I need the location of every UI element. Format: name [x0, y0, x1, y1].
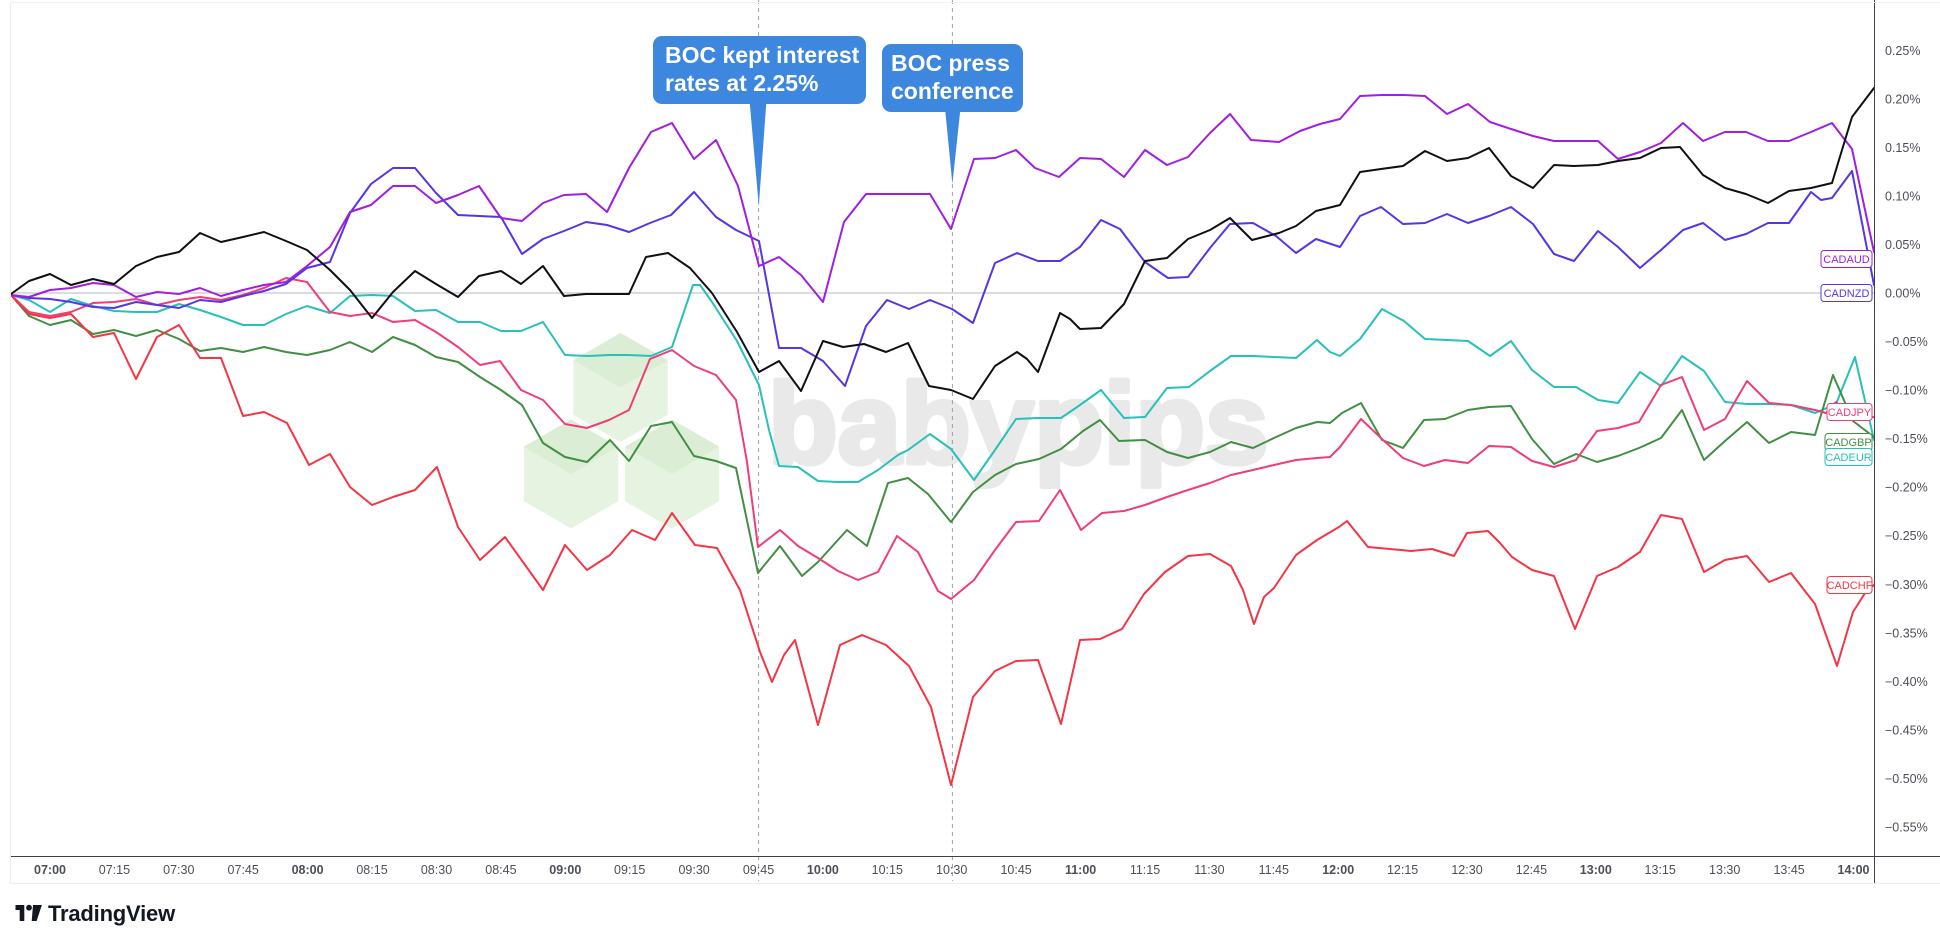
svg-text:conference: conference: [891, 78, 1014, 104]
svg-text:11:15: 11:15: [1130, 863, 1160, 877]
svg-text:CADNZD: CADNZD: [1824, 288, 1870, 300]
svg-text:−0.10%: −0.10%: [1885, 384, 1928, 398]
svg-text:08:45: 08:45: [485, 863, 516, 877]
svg-text:10:15: 10:15: [872, 863, 903, 877]
svg-text:0.00%: 0.00%: [1885, 287, 1920, 301]
svg-text:−0.50%: −0.50%: [1885, 772, 1928, 786]
svg-text:12:15: 12:15: [1387, 863, 1418, 877]
svg-text:10:00: 10:00: [807, 863, 839, 877]
svg-text:−0.55%: −0.55%: [1885, 821, 1928, 835]
svg-text:CADCHF: CADCHF: [1827, 580, 1873, 592]
svg-text:09:30: 09:30: [678, 863, 709, 877]
svg-text:0.25%: 0.25%: [1885, 44, 1920, 58]
svg-text:12:00: 12:00: [1322, 863, 1354, 877]
svg-text:08:15: 08:15: [356, 863, 387, 877]
svg-text:13:30: 13:30: [1709, 863, 1740, 877]
svg-text:11:30: 11:30: [1194, 863, 1224, 877]
svg-text:CADJPY: CADJPY: [1828, 407, 1872, 419]
svg-text:07:15: 07:15: [99, 863, 130, 877]
svg-text:rates at 2.25%: rates at 2.25%: [665, 70, 818, 96]
svg-text:−0.30%: −0.30%: [1885, 578, 1928, 592]
svg-text:0.05%: 0.05%: [1885, 238, 1920, 252]
svg-text:0.10%: 0.10%: [1885, 189, 1920, 203]
svg-text:CADGBP: CADGBP: [1825, 437, 1871, 449]
svg-text:08:00: 08:00: [292, 863, 324, 877]
svg-text:14:00: 14:00: [1838, 863, 1870, 877]
svg-text:CADEUR: CADEUR: [1825, 452, 1872, 464]
svg-text:11:00: 11:00: [1065, 863, 1096, 877]
svg-text:−0.15%: −0.15%: [1885, 432, 1928, 446]
svg-text:13:45: 13:45: [1773, 863, 1804, 877]
svg-text:BOC kept interest: BOC kept interest: [665, 42, 860, 68]
svg-text:12:45: 12:45: [1516, 863, 1547, 877]
svg-text:07:45: 07:45: [228, 863, 259, 877]
svg-text:10:30: 10:30: [936, 863, 967, 877]
svg-text:09:00: 09:00: [549, 863, 581, 877]
svg-text:0.15%: 0.15%: [1885, 141, 1920, 155]
svg-text:−0.20%: −0.20%: [1885, 481, 1928, 495]
svg-text:10:45: 10:45: [1000, 863, 1031, 877]
svg-text:−0.05%: −0.05%: [1885, 335, 1928, 349]
svg-text:CADAUD: CADAUD: [1823, 254, 1870, 266]
svg-text:−0.40%: −0.40%: [1885, 675, 1928, 689]
svg-text:12:30: 12:30: [1451, 863, 1482, 877]
svg-text:0.20%: 0.20%: [1885, 92, 1920, 106]
svg-text:07:30: 07:30: [163, 863, 194, 877]
svg-text:BOC press: BOC press: [891, 50, 1010, 76]
svg-text:babypips: babypips: [768, 361, 1268, 488]
svg-text:08:30: 08:30: [421, 863, 452, 877]
svg-text:09:15: 09:15: [614, 863, 645, 877]
svg-text:11:45: 11:45: [1259, 863, 1289, 877]
svg-text:−0.25%: −0.25%: [1885, 529, 1928, 543]
svg-text:13:15: 13:15: [1645, 863, 1676, 877]
svg-text:TradingView: TradingView: [48, 901, 176, 926]
svg-text:07:00: 07:00: [34, 863, 66, 877]
svg-text:09:45: 09:45: [743, 863, 774, 877]
svg-text:13:00: 13:00: [1580, 863, 1612, 877]
svg-text:−0.45%: −0.45%: [1885, 724, 1928, 738]
svg-text:−0.35%: −0.35%: [1885, 626, 1928, 640]
